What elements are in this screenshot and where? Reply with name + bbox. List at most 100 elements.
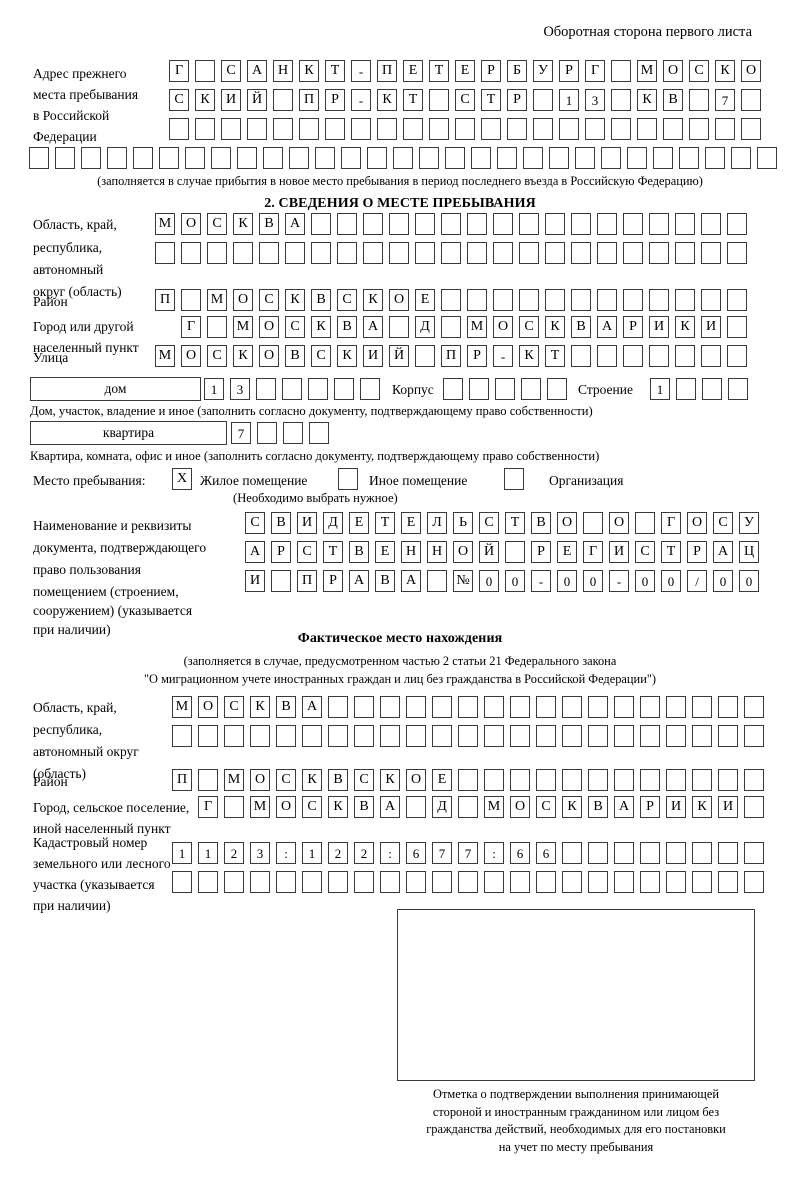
char-cell[interactable] [701, 242, 721, 264]
char-cell[interactable] [29, 147, 49, 169]
char-cell[interactable]: В [663, 89, 683, 111]
char-cell[interactable] [510, 871, 530, 893]
char-cell[interactable] [547, 378, 567, 400]
char-cell[interactable]: И [297, 512, 317, 534]
char-cell[interactable]: А [245, 541, 265, 563]
stay-type-checkbox-inoe[interactable] [338, 468, 358, 490]
char-cell[interactable] [308, 378, 328, 400]
char-cell[interactable] [328, 871, 348, 893]
char-cell[interactable]: О [389, 289, 409, 311]
char-cell[interactable]: И [666, 796, 686, 818]
char-cell[interactable] [380, 725, 400, 747]
char-cell[interactable]: В [337, 316, 357, 338]
char-cell[interactable] [406, 696, 426, 718]
char-cell[interactable] [727, 289, 747, 311]
char-cell[interactable]: И [609, 541, 629, 563]
char-cell[interactable] [403, 118, 423, 140]
char-cell[interactable] [458, 796, 478, 818]
char-cell[interactable] [689, 118, 709, 140]
char-cell[interactable]: И [363, 345, 383, 367]
char-cell[interactable]: В [349, 541, 369, 563]
char-cell[interactable] [181, 289, 201, 311]
char-cell[interactable]: С [337, 289, 357, 311]
char-cell[interactable]: К [519, 345, 539, 367]
char-cell[interactable] [649, 242, 669, 264]
char-cell[interactable] [545, 289, 565, 311]
char-cell[interactable]: Г [169, 60, 189, 82]
char-cell[interactable] [334, 378, 354, 400]
char-cell[interactable]: М [233, 316, 253, 338]
char-cell[interactable] [299, 118, 319, 140]
char-cell[interactable]: И [245, 570, 265, 592]
char-cell[interactable] [311, 213, 331, 235]
char-cell[interactable]: Г [198, 796, 218, 818]
char-cell[interactable] [731, 147, 751, 169]
char-cell[interactable] [727, 213, 747, 235]
char-cell[interactable] [702, 378, 722, 400]
char-cell[interactable] [354, 871, 374, 893]
char-cell[interactable]: А [713, 541, 733, 563]
char-cell[interactable]: 0 [739, 570, 759, 592]
char-cell[interactable]: А [349, 570, 369, 592]
char-cell[interactable]: О [250, 769, 270, 791]
char-cell[interactable]: Д [415, 316, 435, 338]
char-cell[interactable] [507, 118, 527, 140]
char-cell[interactable] [545, 242, 565, 264]
char-cell[interactable] [458, 769, 478, 791]
char-cell[interactable] [250, 871, 270, 893]
prev-address-row-3[interactable] [169, 118, 761, 140]
char-cell[interactable] [640, 871, 660, 893]
char-cell[interactable] [585, 118, 605, 140]
char-cell[interactable]: Г [661, 512, 681, 534]
char-cell[interactable] [523, 147, 543, 169]
char-cell[interactable]: М [484, 796, 504, 818]
char-cell[interactable]: О [259, 316, 279, 338]
char-cell[interactable] [198, 769, 218, 791]
char-cell[interactable]: У [533, 60, 553, 82]
char-cell[interactable] [640, 696, 660, 718]
char-cell[interactable]: 7 [458, 842, 478, 864]
char-cell[interactable]: 1 [198, 842, 218, 864]
char-cell[interactable]: М [224, 769, 244, 791]
char-cell[interactable] [623, 242, 643, 264]
char-cell[interactable]: С [311, 345, 331, 367]
char-cell[interactable] [741, 89, 761, 111]
char-cell[interactable]: 7 [432, 842, 452, 864]
char-cell[interactable] [663, 118, 683, 140]
char-cell[interactable] [276, 871, 296, 893]
char-cell[interactable] [588, 871, 608, 893]
char-cell[interactable] [207, 242, 227, 264]
char-cell[interactable]: - [531, 570, 551, 592]
char-cell[interactable]: Р [481, 60, 501, 82]
char-cell[interactable] [640, 725, 660, 747]
char-cell[interactable] [133, 147, 153, 169]
char-cell[interactable] [689, 89, 709, 111]
char-cell[interactable] [233, 242, 253, 264]
char-cell[interactable] [406, 796, 426, 818]
house-field-label[interactable]: дом [30, 377, 201, 401]
char-cell[interactable]: С [713, 512, 733, 534]
char-cell[interactable] [415, 242, 435, 264]
char-cell[interactable] [692, 871, 712, 893]
confirmation-stamp-box[interactable] [397, 909, 755, 1081]
char-cell[interactable]: С [519, 316, 539, 338]
char-cell[interactable] [273, 89, 293, 111]
char-cell[interactable] [363, 213, 383, 235]
char-cell[interactable]: Й [247, 89, 267, 111]
char-cell[interactable] [169, 118, 189, 140]
char-cell[interactable] [259, 242, 279, 264]
char-cell[interactable]: С [245, 512, 265, 534]
char-cell[interactable] [583, 512, 603, 534]
char-cell[interactable] [257, 422, 277, 444]
char-cell[interactable] [309, 422, 329, 444]
char-cell[interactable] [455, 118, 475, 140]
char-cell[interactable] [107, 147, 127, 169]
char-cell[interactable]: Ь [453, 512, 473, 534]
char-cell[interactable]: Р [559, 60, 579, 82]
char-cell[interactable]: О [198, 696, 218, 718]
char-cell[interactable] [224, 796, 244, 818]
char-cell[interactable] [549, 147, 569, 169]
char-cell[interactable] [467, 213, 487, 235]
